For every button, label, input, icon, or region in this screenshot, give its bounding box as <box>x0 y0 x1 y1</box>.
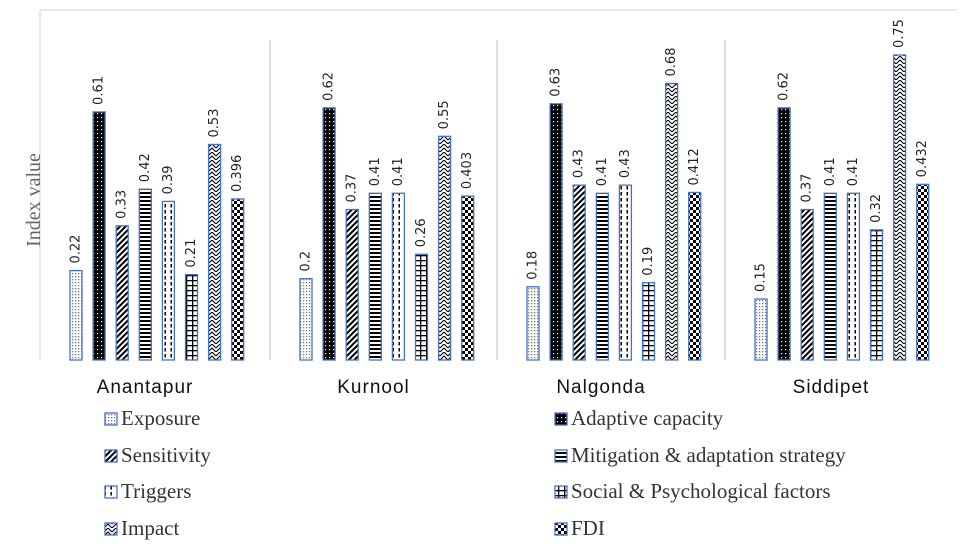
legend-swatch <box>104 449 118 463</box>
data-label: 0.62 <box>777 72 792 101</box>
legend-label: Adaptive capacity <box>571 406 724 430</box>
data-label: 0.53 <box>207 109 222 138</box>
bar-dots-light-kurnool <box>299 278 313 361</box>
bar-zigzag-siddipet <box>892 54 907 361</box>
bar-grid-kurnool <box>414 253 429 361</box>
bar-dots-light-nalgonda <box>526 286 540 361</box>
bar-grid-anantapur <box>184 273 199 361</box>
data-label: 0.63 <box>549 68 564 97</box>
data-label: 0.62 <box>322 72 337 101</box>
bar-grid-nalgonda <box>641 282 656 361</box>
data-label: 0.412 <box>687 148 702 185</box>
data-label: 0.61 <box>92 76 107 105</box>
legend-swatch <box>554 449 568 463</box>
data-label: 0.26 <box>414 218 429 247</box>
data-label: 0.39 <box>161 165 176 194</box>
legend-swatch <box>104 522 118 536</box>
legend-label: Impact <box>121 516 179 540</box>
bar-checker-siddipet <box>916 183 930 361</box>
bars-layer: 0.22 0.61 0.33 0.42 0.39 0.21 0.53 0.396 0.2 0.62… <box>69 19 930 361</box>
legend-label: Sensitivity <box>121 443 211 467</box>
bar-dashed-vertical-anantapur <box>161 200 176 361</box>
bar-checker-kurnool <box>461 195 475 361</box>
bar-diagonal-kurnool <box>345 208 359 361</box>
data-label: 0.41 <box>823 157 838 186</box>
legend-swatch <box>104 412 118 426</box>
bar-dashed-vertical-siddipet <box>846 192 861 361</box>
bar-zigzag-kurnool <box>437 135 452 361</box>
bar-dots-dark-siddipet <box>777 107 791 361</box>
bar-grid-siddipet <box>869 229 884 361</box>
legend-swatch <box>554 522 568 536</box>
data-label: 0.41 <box>595 157 610 186</box>
legend: Exposure Adaptive capacity Sensitivity Miti… <box>104 406 846 540</box>
data-label: 0.396 <box>230 155 245 192</box>
legend-label: Social & Psychological factors <box>571 479 831 503</box>
data-label: 0.41 <box>391 157 406 186</box>
data-label: 0.18 <box>526 251 541 280</box>
bar-horizontal-siddipet <box>823 192 837 361</box>
data-label: 0.15 <box>754 263 769 292</box>
data-label: 0.37 <box>800 174 815 203</box>
category-label: Siddipet <box>793 377 870 398</box>
bar-horizontal-nalgonda <box>595 192 609 361</box>
bar-horizontal-anantapur <box>138 188 152 361</box>
data-label: 0.22 <box>69 235 84 264</box>
data-label: 0.41 <box>368 157 383 186</box>
category-label: Nalgonda <box>556 377 645 398</box>
data-label: 0.2 <box>299 251 314 272</box>
bar-dashed-vertical-nalgonda <box>618 184 633 361</box>
legend-swatch <box>554 412 568 426</box>
data-label: 0.41 <box>846 157 861 186</box>
category-label: Anantapur <box>97 377 194 398</box>
bar-zigzag-anantapur <box>207 143 222 361</box>
legend-label: Mitigation & adaptation strategy <box>571 443 846 467</box>
data-label: 0.43 <box>618 149 633 178</box>
bar-dots-dark-anantapur <box>92 111 106 361</box>
data-label: 0.68 <box>664 48 679 77</box>
legend-label: FDI <box>571 516 605 540</box>
category-label: Kurnool <box>337 377 410 398</box>
data-label: 0.37 <box>345 174 360 203</box>
bar-horizontal-kurnool <box>368 192 382 361</box>
data-label: 0.42 <box>138 153 153 182</box>
bar-dots-light-anantapur <box>69 269 83 361</box>
data-label: 0.19 <box>641 247 656 276</box>
data-label: 0.75 <box>892 19 907 48</box>
data-label: 0.432 <box>915 140 930 177</box>
bar-checker-nalgonda <box>688 191 702 361</box>
group-dividers <box>269 40 726 360</box>
data-label: 0.33 <box>115 190 130 219</box>
data-label: 0.21 <box>184 239 199 268</box>
bar-diagonal-siddipet <box>800 208 814 361</box>
legend-label: Triggers <box>121 479 191 503</box>
y-axis-label: Index value <box>23 153 45 247</box>
data-label: 0.403 <box>460 152 475 189</box>
data-label: 0.55 <box>437 100 452 129</box>
bar-dashed-vertical-kurnool <box>391 192 406 361</box>
bar-dots-dark-nalgonda <box>549 103 563 361</box>
bar-diagonal-nalgonda <box>572 184 586 361</box>
data-label: 0.43 <box>572 149 587 178</box>
bar-checker-anantapur <box>231 198 245 361</box>
legend-swatch <box>554 485 568 499</box>
bar-dots-dark-kurnool <box>322 107 336 361</box>
bar-diagonal-anantapur <box>115 225 129 361</box>
data-label: 0.32 <box>869 194 884 223</box>
legend-label: Exposure <box>121 406 200 430</box>
legend-swatch <box>104 485 118 499</box>
bar-zigzag-nalgonda <box>664 82 679 361</box>
bar-dots-light-siddipet <box>754 298 768 361</box>
category-labels: Anantapur Kurnool Nalgonda Siddipet <box>97 377 870 398</box>
